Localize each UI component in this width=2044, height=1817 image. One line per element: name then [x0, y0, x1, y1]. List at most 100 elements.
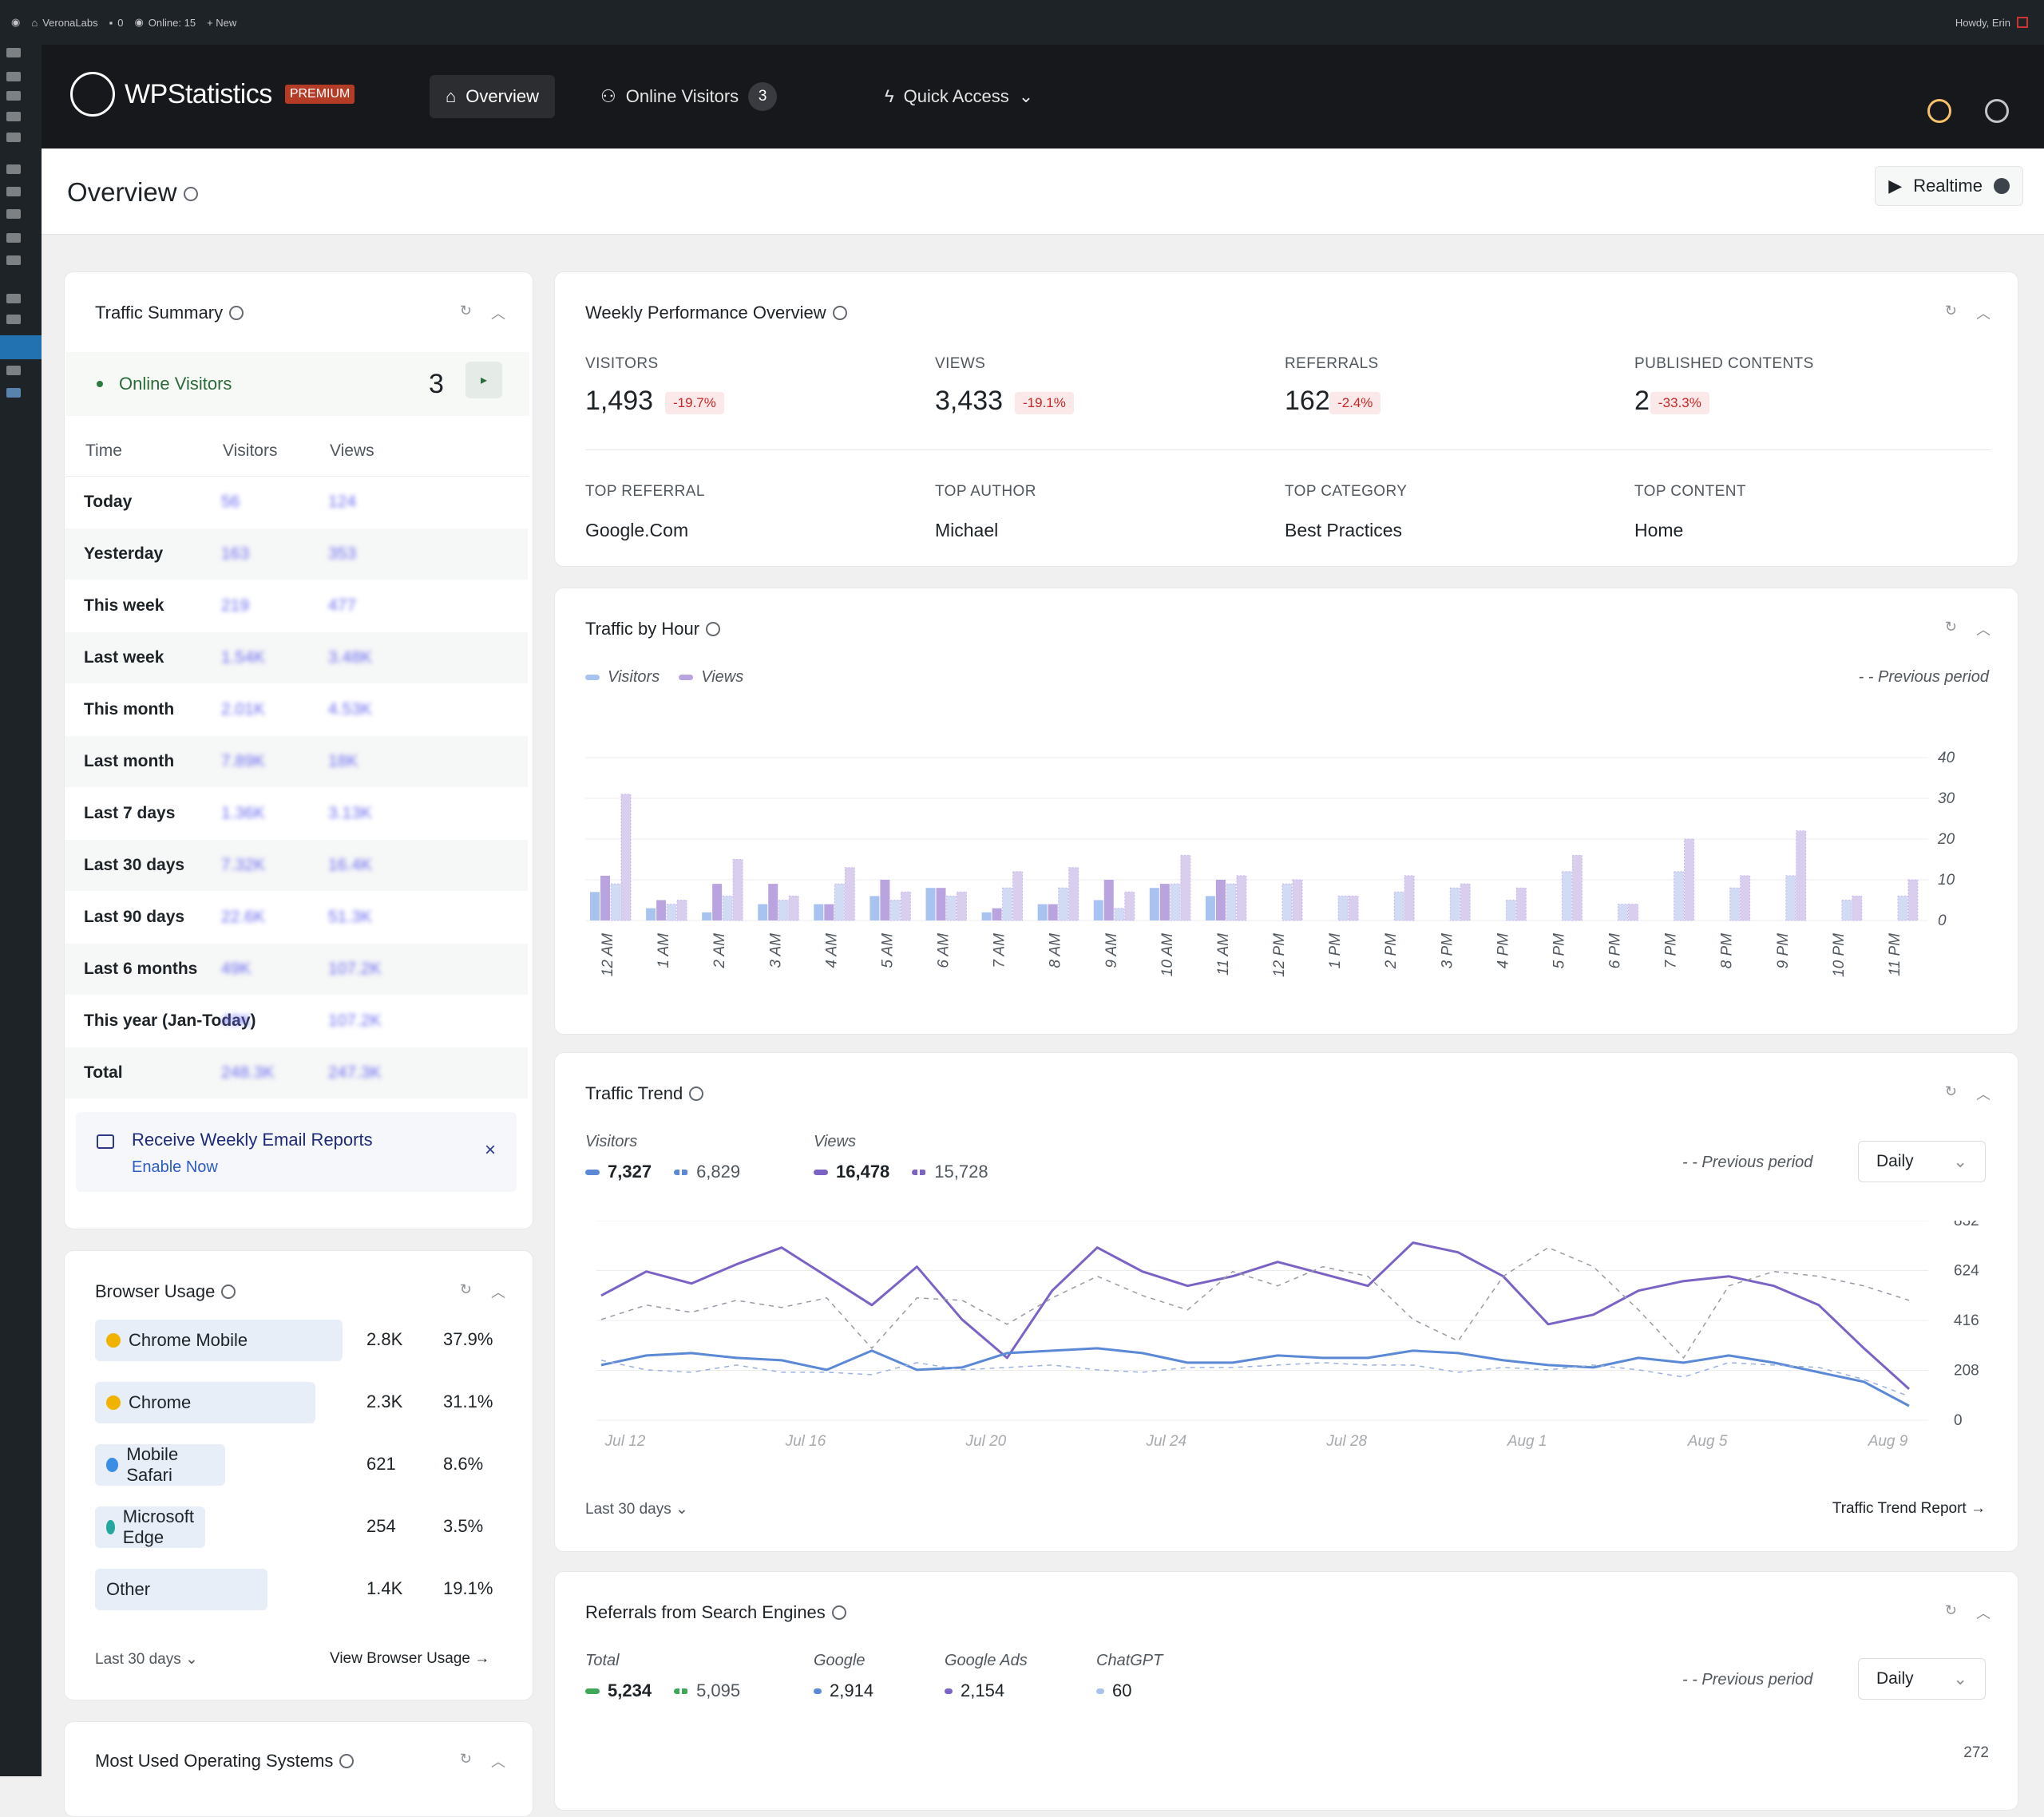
menu-icon[interactable] [6, 209, 21, 219]
series-line[interactable] [600, 1360, 1910, 1397]
cell-views[interactable]: 107.2K [328, 960, 382, 978]
previous-bar[interactable] [610, 883, 621, 921]
cell-views[interactable]: 477 [328, 596, 357, 615]
previous-bar[interactable] [1012, 871, 1024, 921]
bar[interactable] [824, 904, 834, 920]
site-name[interactable]: ⌂ VeronaLabs [31, 16, 98, 29]
cell-views[interactable]: 353 [328, 544, 357, 563]
collapse-icon[interactable]: ︿ [1976, 1087, 1991, 1102]
bar[interactable] [656, 900, 667, 921]
previous-bar[interactable] [957, 891, 967, 921]
cell-visitors[interactable]: 49K [221, 1011, 252, 1030]
trend-period-dropdown[interactable]: Last 30 days ⌄ [585, 1501, 688, 1518]
cell-views[interactable]: 51.3K [328, 908, 372, 926]
series-line[interactable] [600, 1246, 1910, 1359]
comments-link[interactable]: ▪ 0 [109, 16, 124, 29]
previous-bar[interactable] [1281, 883, 1293, 921]
top-value[interactable]: Google.Com [585, 520, 689, 540]
browser-row[interactable]: Other [95, 1569, 267, 1610]
previous-bar[interactable] [1236, 875, 1247, 921]
previous-bar[interactable] [778, 900, 789, 921]
logo[interactable]: WPStatistics PREMIUM [70, 72, 355, 117]
refresh-icon[interactable]: ↻ [1944, 303, 1957, 319]
previous-bar[interactable] [676, 900, 687, 921]
info-icon[interactable] [831, 1605, 846, 1620]
browser-period-dropdown[interactable]: Last 30 days ⌄ [95, 1651, 198, 1668]
collapse-icon[interactable]: ︿ [1976, 622, 1991, 638]
cell-visitors[interactable]: 248.3K [221, 1063, 275, 1082]
cell-views[interactable]: 247.3K [328, 1063, 382, 1082]
refresh-icon[interactable]: ↻ [459, 1281, 472, 1297]
previous-bar[interactable] [1292, 879, 1303, 921]
realtime-button[interactable]: ▶ Realtime [1875, 166, 2023, 206]
bar[interactable] [1215, 880, 1226, 920]
cell-views[interactable]: 18K [328, 752, 358, 770]
nav-online-visitors[interactable]: ⚇ Online Visitors 3 [584, 75, 793, 118]
bar[interactable] [758, 904, 768, 920]
browser-row[interactable]: Chrome [95, 1382, 315, 1423]
cell-views[interactable]: 3.48K [328, 648, 372, 667]
menu-icon[interactable] [6, 388, 21, 398]
previous-bar[interactable] [1515, 887, 1527, 921]
previous-bar[interactable] [844, 867, 855, 921]
browser-row[interactable]: Chrome Mobile [95, 1320, 343, 1361]
top-value[interactable]: Home [1634, 520, 1684, 540]
previous-bar[interactable] [788, 895, 799, 921]
info-icon[interactable] [689, 1087, 704, 1101]
collapse-icon[interactable]: ︿ [1976, 1605, 1991, 1621]
bar[interactable] [646, 908, 656, 920]
series-line[interactable] [600, 1347, 1910, 1407]
menu-icon[interactable] [6, 72, 21, 81]
cell-visitors[interactable]: 56 [221, 493, 240, 511]
refresh-icon[interactable]: ↻ [459, 303, 472, 319]
cell-visitors[interactable]: 1.36K [221, 804, 265, 822]
granularity-select[interactable]: Daily ⌄ [1858, 1658, 1986, 1700]
bell-icon[interactable] [1985, 99, 2009, 123]
howdy-label[interactable]: Howdy, Erin [1955, 16, 2010, 29]
legend-views[interactable]: Views [701, 668, 744, 686]
previous-bar[interactable] [732, 859, 743, 921]
granularity-select[interactable]: Daily ⌄ [1858, 1141, 1986, 1182]
cell-views[interactable]: 16.4K [328, 856, 372, 874]
online-visitors-row[interactable]: Online Visitors 3 ▸ [66, 352, 529, 416]
menu-icon[interactable] [6, 164, 21, 174]
previous-bar[interactable] [900, 891, 911, 921]
cell-visitors[interactable]: 219 [221, 596, 250, 615]
close-icon[interactable]: × [484, 1139, 496, 1161]
previous-bar[interactable] [1404, 875, 1415, 921]
bar[interactable] [768, 884, 778, 920]
bar[interactable] [1093, 900, 1103, 921]
menu-icon[interactable] [6, 112, 21, 121]
previous-bar[interactable] [1684, 838, 1695, 921]
cell-views[interactable]: 107.2K [328, 1011, 382, 1030]
previous-bar[interactable] [946, 895, 957, 921]
previous-bar[interactable] [1348, 895, 1359, 921]
refresh-icon[interactable]: ↻ [459, 1751, 472, 1767]
cell-visitors[interactable]: 163 [221, 544, 250, 563]
nav-quick-access[interactable]: ϟ Quick Access ⌄ [869, 75, 1049, 118]
previous-bar[interactable] [1058, 887, 1069, 921]
wordpress-icon[interactable]: ◉ [11, 16, 21, 28]
collapse-icon[interactable]: ︿ [491, 1285, 505, 1300]
previous-bar[interactable] [722, 895, 733, 921]
previous-bar[interactable] [1561, 871, 1572, 921]
refresh-icon[interactable]: ↻ [1944, 619, 1957, 635]
previous-bar[interactable] [666, 904, 677, 921]
cell-views[interactable]: 124 [328, 493, 357, 511]
previous-bar[interactable] [889, 900, 901, 921]
previous-bar[interactable] [1674, 871, 1685, 921]
cell-visitors[interactable]: 1.54K [221, 648, 265, 667]
refresh-icon[interactable]: ↻ [1944, 1602, 1957, 1618]
menu-icon[interactable] [6, 48, 21, 57]
bar[interactable] [814, 904, 824, 920]
series-line[interactable] [600, 1241, 1911, 1391]
previous-bar[interactable] [1002, 887, 1013, 921]
info-icon[interactable] [339, 1754, 355, 1768]
bar[interactable] [712, 884, 723, 920]
avatar[interactable] [2017, 17, 2028, 28]
cell-views[interactable]: 3.13K [328, 804, 372, 822]
info-icon[interactable] [229, 306, 244, 320]
bar[interactable] [936, 888, 946, 920]
enable-now-link[interactable]: Enable Now [132, 1158, 218, 1176]
previous-bar[interactable] [1785, 875, 1796, 921]
